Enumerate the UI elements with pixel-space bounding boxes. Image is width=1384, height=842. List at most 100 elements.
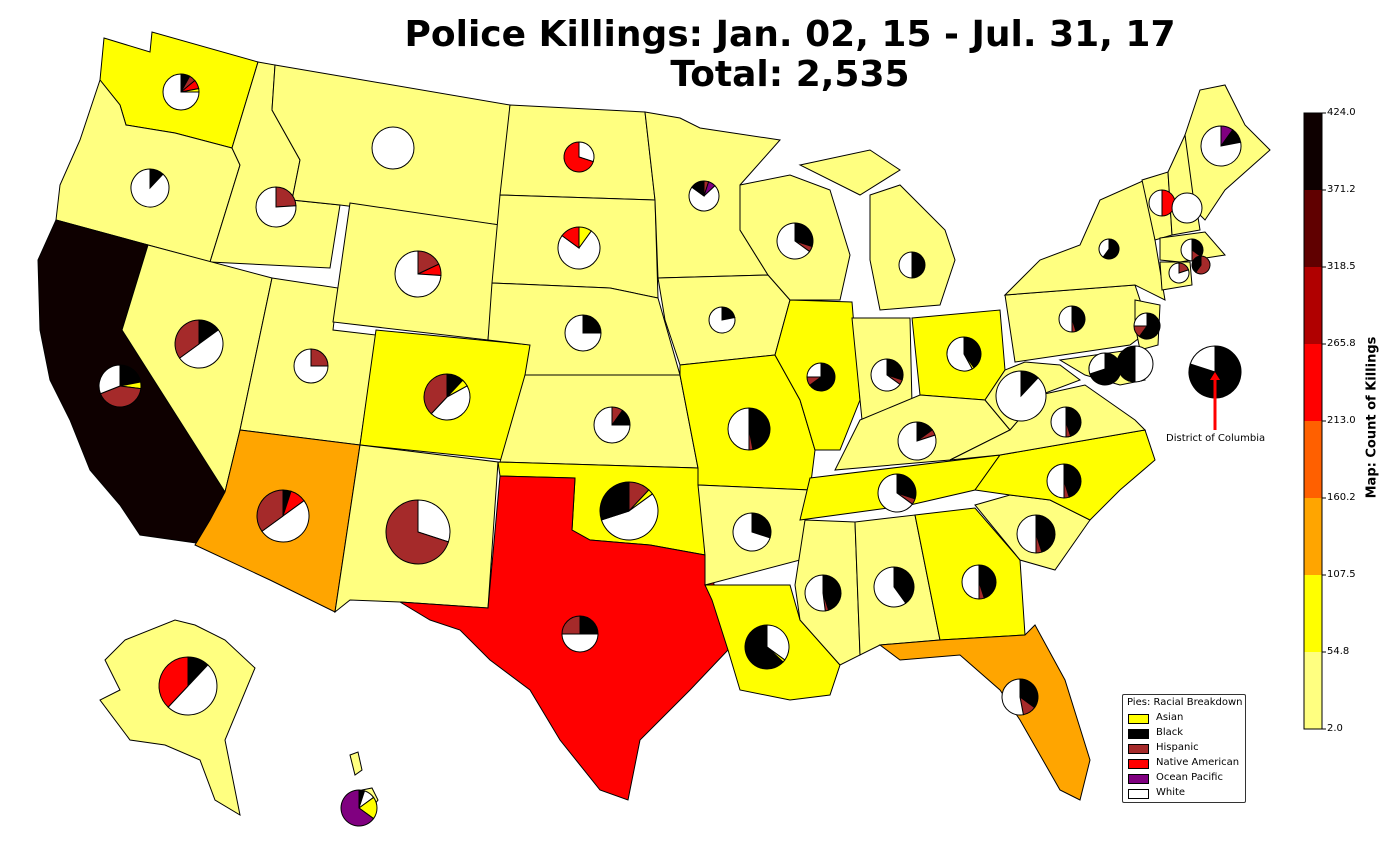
- chart-subtitle: Total: 2,535: [670, 54, 910, 95]
- pie-ct: [1168, 262, 1190, 284]
- pie-slice: [1134, 345, 1154, 383]
- pie-slice: [600, 493, 659, 541]
- colorbar-segment: [1304, 267, 1322, 344]
- pie-slice: [1088, 352, 1106, 375]
- pie-al: [873, 566, 915, 608]
- pie-slice: [995, 370, 1047, 422]
- pie-slice: [1035, 514, 1056, 553]
- pie-ca: [98, 364, 142, 408]
- colorbar-tick-label: 424.0: [1327, 107, 1356, 118]
- pie-slice: [255, 186, 297, 228]
- legend-label: Ocean Pacific: [1156, 772, 1223, 783]
- pie-slice: [1180, 238, 1193, 262]
- pie-slice: [708, 306, 736, 334]
- pie-slice: [162, 73, 200, 111]
- legend-label: Hispanic: [1156, 742, 1199, 753]
- pie-slice: [371, 126, 415, 170]
- state-shapes: [37, 31, 1271, 817]
- pie-ny: [1098, 238, 1120, 260]
- pie-nd: [563, 141, 595, 173]
- pie-slice: [1098, 238, 1110, 258]
- pie-nc: [1046, 463, 1082, 499]
- legend-label: White: [1156, 787, 1186, 798]
- pie-slice: [751, 512, 772, 539]
- state-alaska: [99, 619, 256, 817]
- pie-md: [1088, 352, 1122, 386]
- colorbar-tick-label: 265.8: [1327, 338, 1356, 349]
- pie-ks: [593, 406, 631, 444]
- pie-slice: [563, 141, 594, 173]
- legend-swatch: [1128, 729, 1149, 739]
- pie-az: [256, 489, 310, 543]
- pie-slice: [167, 664, 218, 716]
- pie-slice: [561, 226, 580, 249]
- pie-slice: [599, 481, 630, 521]
- colorbar-tick-label: 2.0: [1327, 723, 1343, 734]
- pie-slice: [1148, 189, 1163, 217]
- pie-ut: [293, 348, 329, 384]
- pie-slice: [1058, 305, 1073, 333]
- colorbar: [1303, 112, 1326, 730]
- pie-slice: [688, 185, 720, 212]
- pie-slice: [1071, 305, 1086, 332]
- colorbar-label: Map: Count of Killings: [1362, 310, 1382, 540]
- pie-slice: [896, 473, 917, 500]
- pie-nj: [1133, 312, 1161, 340]
- pie-slice: [1050, 406, 1067, 438]
- pie-ok: [599, 481, 659, 541]
- pie-slice: [963, 336, 982, 369]
- pie-slice: [1063, 463, 1082, 498]
- legend-swatch: [1128, 774, 1149, 784]
- pie-slice: [593, 406, 631, 444]
- pie-ga: [961, 564, 997, 600]
- legend-label: Native American: [1156, 757, 1240, 768]
- pie-ia: [708, 306, 736, 334]
- dc-arrow: [1210, 372, 1220, 430]
- legend-title: Pies: Racial Breakdown: [1127, 697, 1243, 708]
- pie-slice: [870, 358, 901, 392]
- pie-slice: [423, 373, 448, 415]
- pie-nm: [385, 499, 451, 565]
- pie-slice: [732, 512, 771, 552]
- pie-slice: [578, 141, 595, 163]
- pie-slice: [430, 385, 471, 421]
- pie-slice: [873, 566, 907, 608]
- pie-slice: [340, 789, 375, 827]
- colorbar-segment: [1304, 575, 1322, 652]
- pie-slice: [98, 364, 121, 395]
- pie-charts: [98, 73, 1242, 827]
- pie-fl: [1001, 678, 1039, 716]
- pie-slice: [178, 329, 224, 369]
- pie-tx: [561, 615, 599, 653]
- pie-slice: [1019, 678, 1039, 709]
- pie-slice: [794, 222, 814, 248]
- pie-slice: [385, 499, 450, 565]
- pie-slice: [130, 168, 170, 208]
- pie-slice: [1065, 406, 1082, 437]
- pie-slice: [898, 251, 913, 279]
- pie-slice: [877, 473, 914, 513]
- pie-slice: [174, 319, 200, 359]
- pie-wy: [394, 250, 442, 298]
- pie-slice: [1195, 255, 1211, 275]
- pie-slice: [822, 574, 842, 611]
- colorbar-segment: [1304, 652, 1322, 729]
- pie-slice: [911, 251, 926, 279]
- pie-slice: [748, 407, 771, 451]
- legend-swatch: [1128, 744, 1149, 754]
- pie-co: [423, 373, 471, 421]
- colorbar-label-text: Map: Count of Killings: [1364, 336, 1380, 499]
- pie-wv: [995, 370, 1047, 422]
- pie-slice: [776, 222, 811, 260]
- colorbar-segment: [1304, 421, 1322, 498]
- legend-swatch: [1128, 789, 1149, 799]
- pie-slice: [1171, 192, 1203, 224]
- pie-slice: [417, 499, 451, 543]
- pie-slice: [561, 633, 599, 653]
- pie-slice: [1016, 514, 1037, 554]
- pie-slice: [1189, 345, 1216, 373]
- colorbar-tick-label: 54.8: [1327, 646, 1350, 657]
- pie-mn: [688, 180, 720, 212]
- pie-sd: [557, 226, 601, 270]
- colorbar-tick-label: 318.5: [1327, 261, 1356, 272]
